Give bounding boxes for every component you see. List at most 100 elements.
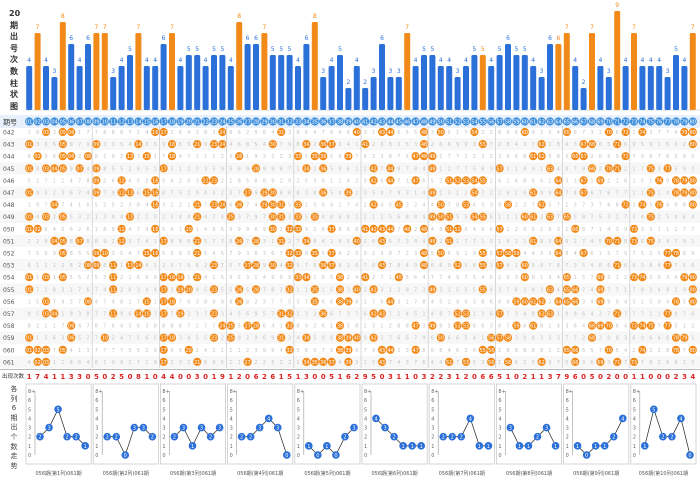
mini-axis-tick: 5 [633,407,636,413]
miss-count: 2 [103,203,106,209]
miss-count: 8 [557,154,560,160]
drawn-ball [260,200,269,209]
bar-66 [572,66,579,110]
mini-axis-tick: 0 [566,453,569,459]
miss-count: 3 [406,239,409,245]
number-ball-75 [646,117,655,126]
drawn-ball [537,309,546,318]
miss-count: 3 [658,166,661,172]
mini-axis-tick: 2 [566,435,569,441]
drawn-number: 66 [572,360,578,366]
miss-count: 3 [515,336,518,342]
miss-count: 3 [548,275,551,281]
mini-point [264,414,273,423]
mini-point-label: 2 [66,435,69,441]
miss-count: 8 [540,348,543,354]
number-ball-38 [335,117,345,126]
drawn-number: 43 [379,263,385,269]
caption-char: 个 [10,432,18,441]
miss-count: 2 [288,239,291,245]
number-label-29: 29 [261,120,267,126]
miss-count: 8 [414,166,417,172]
mini-axis-tick: 4 [364,416,367,422]
number-label-61: 61 [530,120,536,126]
miss-count: 7 [674,239,677,245]
sum-29: 2 [262,373,267,381]
miss-count: 8 [523,348,526,354]
bar-label-07: 4 [78,57,82,64]
number-label-73: 73 [631,120,637,126]
mini-point-label: 2 [536,435,539,441]
miss-count: 6 [330,130,333,136]
sum-79: 3 [682,373,687,381]
drawn-ball [310,248,319,258]
miss-count: 5 [154,142,157,148]
drawn-ball [436,200,445,209]
miss-count: 9 [263,227,266,233]
drawn-number: 25 [228,324,234,330]
miss-count: 5 [641,178,644,184]
miss-count: 6 [498,178,501,184]
bar-label-36: 3 [321,68,325,75]
drawn-number: 25 [228,215,234,221]
miss-count: 4 [221,215,224,221]
miss-count: 3 [44,191,47,197]
drawn-ball [411,345,420,354]
drawn-ball [503,200,513,209]
drawn-number: 63 [547,215,553,221]
mini-axis-tick: 1 [95,444,98,450]
mini-point [448,432,457,441]
miss-count: 4 [431,360,434,366]
drawn-number: 67 [581,154,587,160]
drawn-number: 30 [270,142,276,148]
drawn-number: 53 [463,178,469,184]
miss-count: 6 [137,166,140,172]
bar-36 [320,77,327,110]
drawn-number: 67 [581,142,587,148]
miss-count: 4 [330,203,333,209]
miss-count: 7 [137,251,140,257]
miss-count: 4 [128,227,131,233]
miss-count: 4 [515,142,518,148]
miss-count: 1 [36,263,39,269]
miss-count: 5 [330,191,333,197]
miss-count: 1 [599,227,602,233]
number-label-32: 32 [286,120,292,126]
number-ball-26 [235,117,244,126]
bar-label-26: 8 [237,13,241,20]
drawn-number: 53 [463,312,469,318]
caption-char: 数 [10,442,18,451]
drawn-number: 51 [446,178,452,184]
drawn-number: 55 [480,263,486,269]
sum-72: 0 [623,373,628,381]
miss-count: 5 [288,299,291,305]
miss-count: 1 [36,336,39,342]
miss-count: 6 [44,142,47,148]
miss-count: 3 [44,154,47,160]
number-ball-54 [470,117,479,126]
miss-count: 2 [364,287,367,293]
drawn-ball [25,273,34,282]
miss-count: 9 [271,275,274,281]
mini-point [45,423,53,432]
drawn-number: 63 [547,312,553,318]
miss-count: 7 [128,336,131,342]
miss-count: 4 [658,263,661,269]
drawn-number: 64 [555,251,561,257]
drawn-number: 17 [161,348,167,354]
bar-label-45: 3 [397,68,401,75]
bar-label-50: 4 [439,57,443,64]
number-label-02: 02 [34,120,40,126]
number-label-21: 21 [194,120,200,126]
caption-char: 走 [10,452,18,461]
miss-count: 6 [330,299,333,305]
miss-count: 4 [574,251,577,257]
drawn-number: 48 [421,251,427,257]
miss-count: 4 [523,251,526,257]
miss-count: 4 [103,287,106,293]
miss-count: 1 [355,215,358,221]
miss-count: 6 [238,142,241,148]
drawn-number: 33 [295,154,301,160]
miss-count: 7 [61,203,64,209]
miss-count: 1 [322,287,325,293]
